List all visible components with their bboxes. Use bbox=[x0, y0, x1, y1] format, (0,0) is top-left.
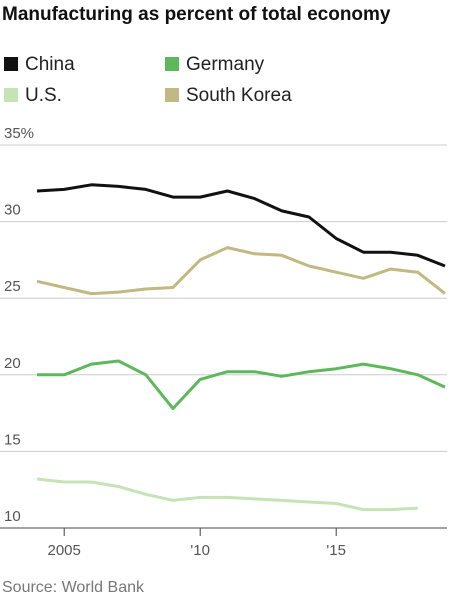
series-line bbox=[37, 359, 446, 410]
legend-swatch bbox=[165, 57, 179, 71]
legend-label: China bbox=[25, 54, 75, 75]
series-line bbox=[36, 183, 446, 268]
y-tick-label: 20 bbox=[4, 355, 21, 372]
y-tick-label: 30 bbox=[4, 202, 21, 219]
y-tick-label: 10 bbox=[4, 508, 21, 525]
x-tick-label: 2005 bbox=[48, 542, 81, 559]
legend-label: Germany bbox=[186, 54, 265, 75]
legend-label: U.S. bbox=[25, 85, 62, 106]
y-tick-label: 25 bbox=[4, 278, 21, 295]
y-tick-label: 35% bbox=[4, 125, 34, 142]
legend-label: South Korea bbox=[186, 85, 292, 106]
legend-swatch bbox=[165, 88, 179, 102]
series-line bbox=[36, 246, 446, 296]
chart-title: Manufacturing as percent of total econom… bbox=[2, 4, 391, 25]
x-tick-label: '15 bbox=[326, 542, 346, 559]
legend-swatch bbox=[4, 57, 18, 71]
legend-swatch bbox=[4, 88, 18, 102]
y-tick-label: 15 bbox=[4, 431, 21, 448]
x-tick-label: '10 bbox=[190, 542, 210, 559]
source-note: Source: World Bank bbox=[2, 579, 145, 596]
series-line bbox=[36, 477, 418, 512]
